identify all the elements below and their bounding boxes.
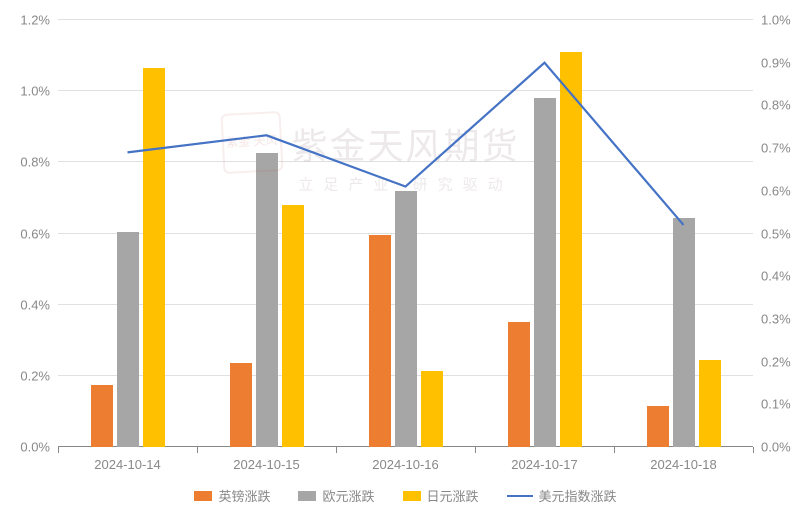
y-left-tick-label: 1.0% <box>8 84 58 99</box>
legend-swatch <box>403 491 421 501</box>
legend-item: 美元指数涨跌 <box>507 486 617 505</box>
x-tick <box>614 447 615 453</box>
x-axis-label: 2024-10-15 <box>233 457 300 472</box>
x-tick <box>336 447 337 453</box>
legend-item: 日元涨跌 <box>403 486 479 505</box>
line-dxy <box>128 63 684 225</box>
y-right-tick-label: 0.9% <box>753 55 803 70</box>
x-axis-label: 2024-10-14 <box>94 457 161 472</box>
y-left-tick-label: 0.2% <box>8 368 58 383</box>
legend-label: 美元指数涨跌 <box>539 486 617 505</box>
x-axis-label: 2024-10-17 <box>511 457 578 472</box>
legend-swatch <box>194 491 212 501</box>
legend-label: 欧元涨跌 <box>322 486 374 505</box>
legend-item: 欧元涨跌 <box>298 486 374 505</box>
x-axis-label: 2024-10-18 <box>650 457 717 472</box>
x-axis-label: 2024-10-16 <box>372 457 439 472</box>
y-right-tick-label: 0.5% <box>753 226 803 241</box>
y-right-tick-label: 0.4% <box>753 269 803 284</box>
legend: 英镑涨跌 欧元涨跌 日元涨跌 美元指数涨跌 <box>0 486 811 505</box>
line-layer <box>58 20 753 447</box>
x-tick <box>197 447 198 453</box>
y-left-tick-label: 0.8% <box>8 155 58 170</box>
y-left-tick-label: 0.6% <box>8 226 58 241</box>
y-right-tick-label: 0.1% <box>753 397 803 412</box>
y-right-tick-label: 0.6% <box>753 183 803 198</box>
y-left-tick-label: 1.2% <box>8 13 58 28</box>
y-right-tick-label: 0.3% <box>753 311 803 326</box>
x-tick <box>475 447 476 453</box>
x-tick <box>58 447 59 453</box>
legend-label: 英镑涨跌 <box>218 486 270 505</box>
y-left-tick-label: 0.4% <box>8 297 58 312</box>
y-right-tick-label: 0.8% <box>753 98 803 113</box>
legend-swatch <box>298 491 316 501</box>
y-left-tick-label: 0.0% <box>8 440 58 455</box>
x-tick <box>753 447 754 453</box>
y-right-tick-label: 1.0% <box>753 13 803 28</box>
chart-container: 紫金 天风 紫金天风期货 立足产业 研究驱动 0.0%0.2%0.4%0.6%0… <box>0 0 811 519</box>
plot-area: 0.0%0.2%0.4%0.6%0.8%1.0%1.2%0.0%0.1%0.2%… <box>58 20 753 447</box>
legend-label: 日元涨跌 <box>427 486 479 505</box>
y-right-tick-label: 0.7% <box>753 141 803 156</box>
y-right-tick-label: 0.2% <box>753 354 803 369</box>
legend-item: 英镑涨跌 <box>194 486 270 505</box>
legend-swatch <box>507 495 533 497</box>
y-right-tick-label: 0.0% <box>753 440 803 455</box>
